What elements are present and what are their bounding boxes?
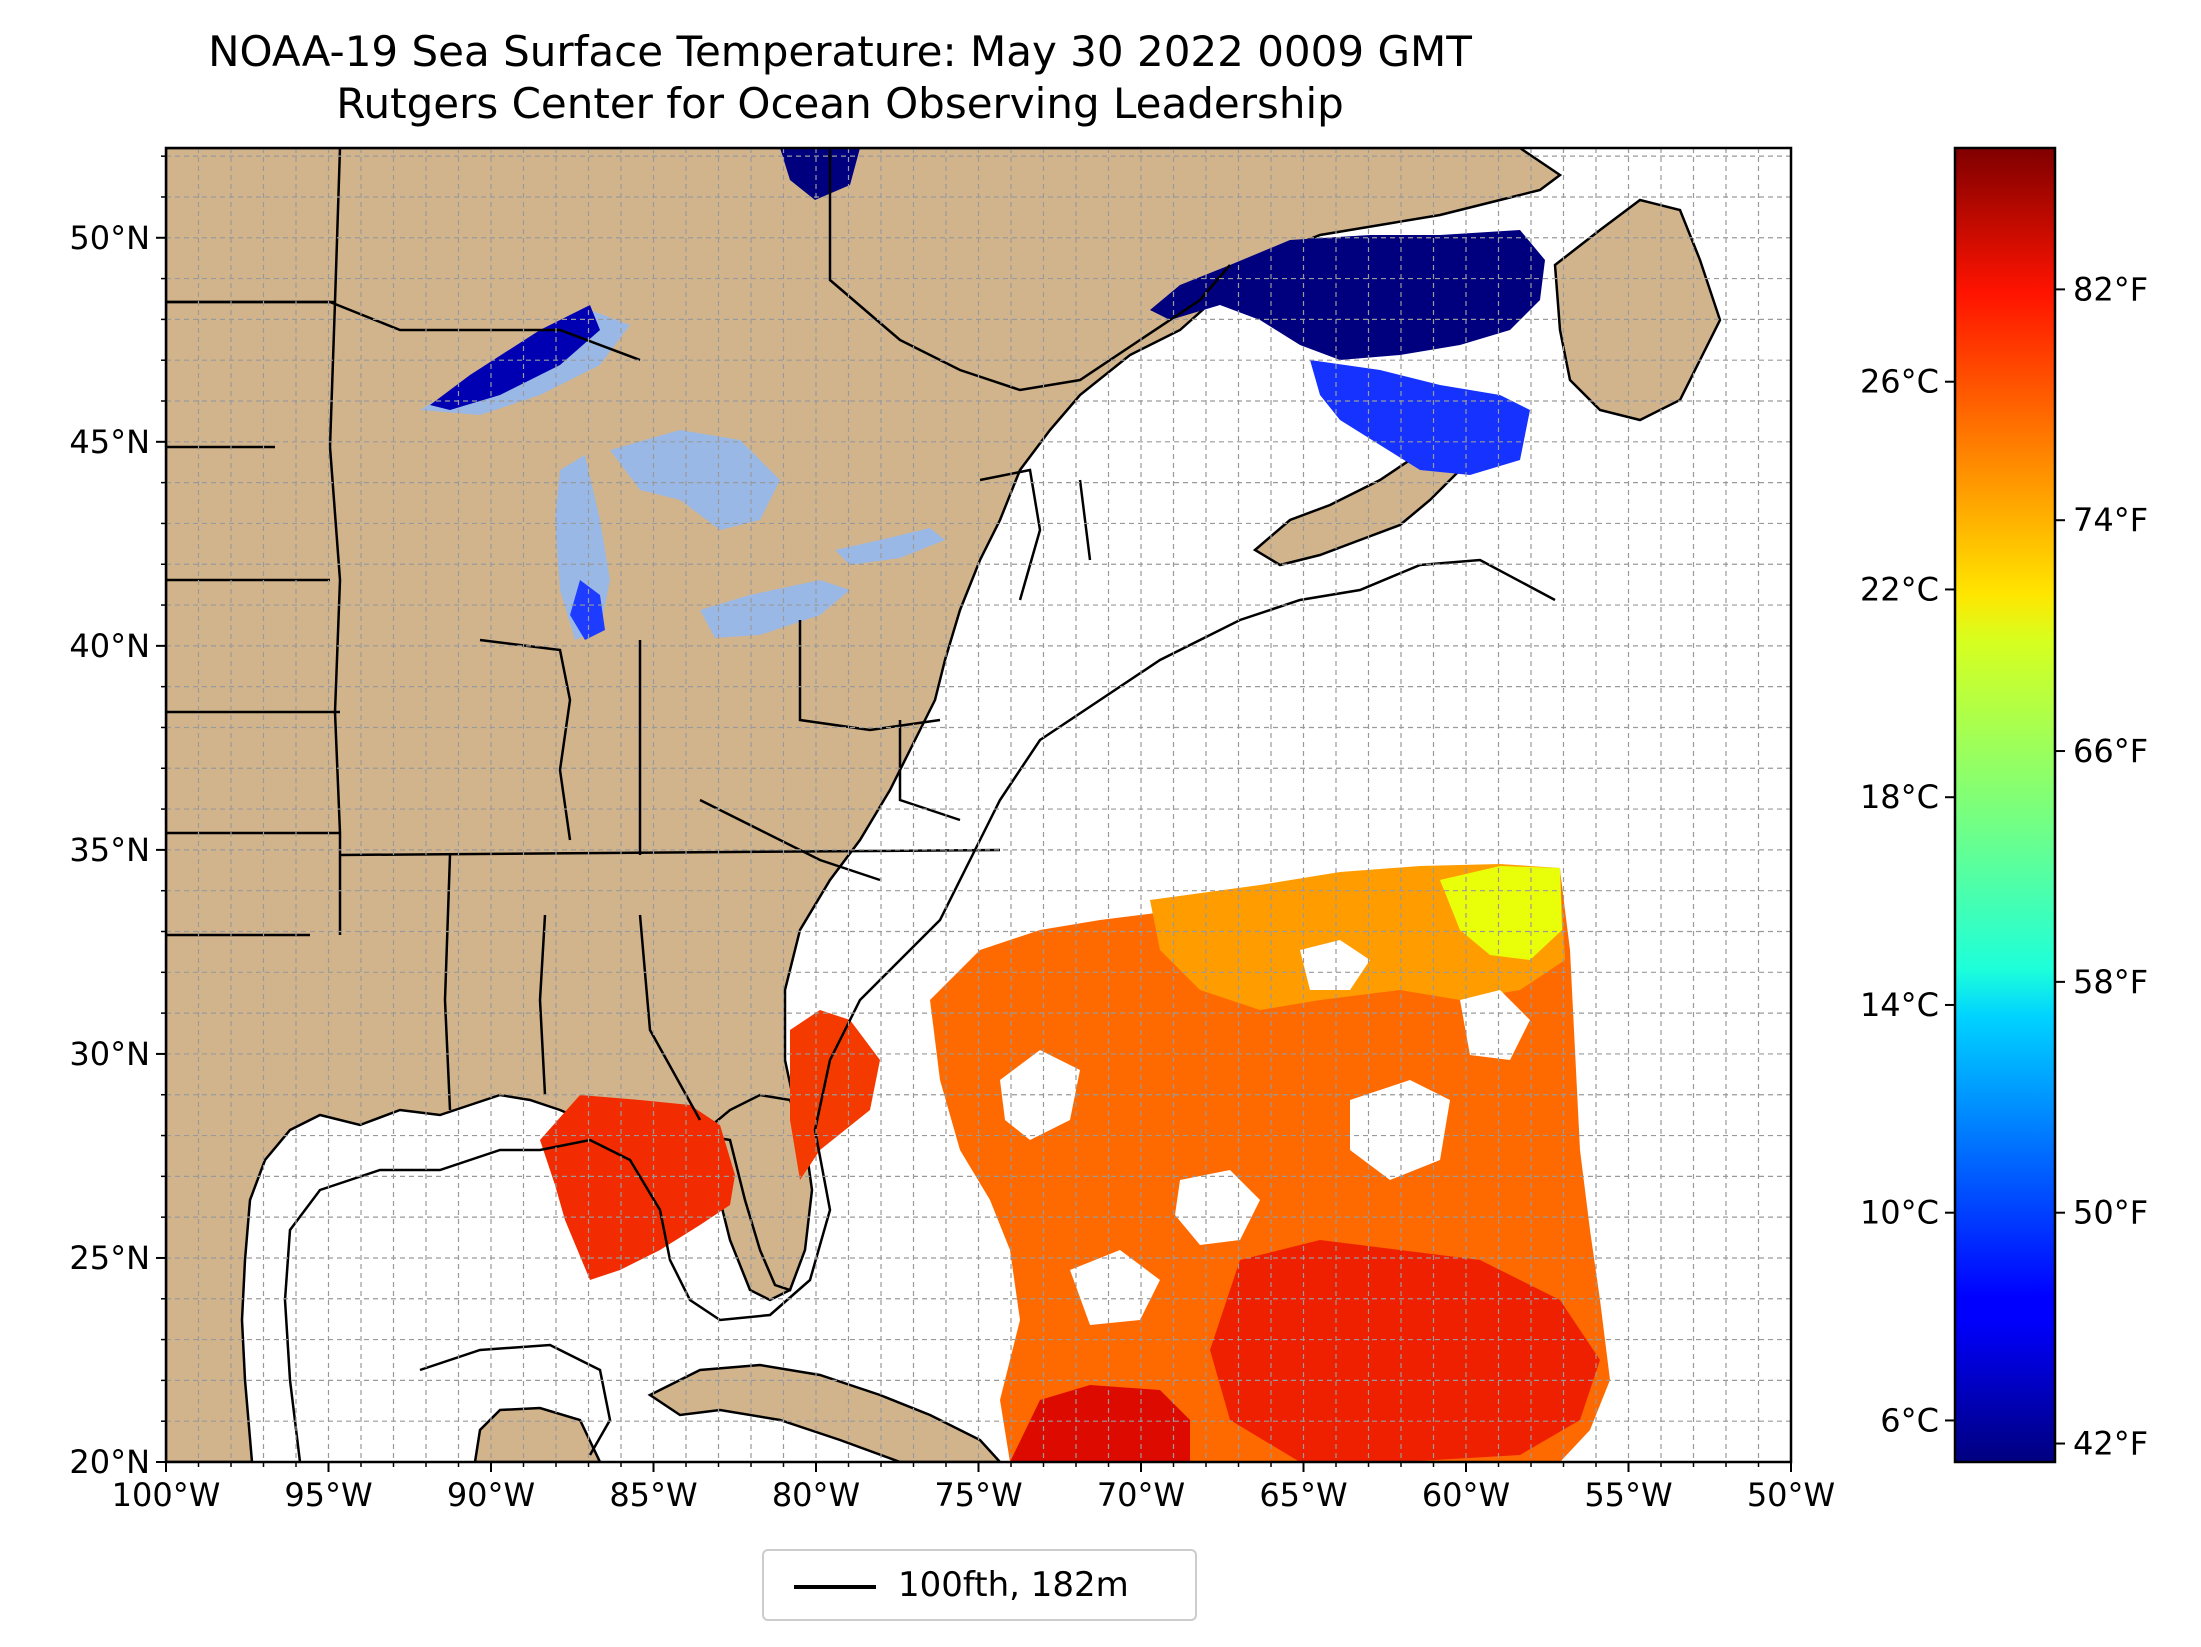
- lon-tick-label: 60°W: [1422, 1476, 1510, 1514]
- celsius-tick-label: 14°C: [1860, 986, 1939, 1024]
- lat-tick-label: 35°N: [69, 831, 150, 869]
- legend-label: 100fth, 182m: [898, 1565, 1129, 1605]
- lat-tick-label: 20°N: [69, 1443, 150, 1481]
- colorbar-fahrenheit-ticks: 82°F 74°F 66°F 58°F 50°F 42°F: [2055, 270, 2148, 1463]
- lon-tick-label: 85°W: [609, 1476, 697, 1514]
- colorbar: 26°C 22°C 18°C 14°C 10°C 6°C 82°F 74°F 66°F 58°F…: [1860, 146, 2148, 1464]
- longitude-axis: 100°W 95°W 90°W 85°W 80°W 75°W 70°W 65°W 60°W 55°…: [112, 1462, 1835, 1514]
- fahrenheit-tick-label: 58°F: [2073, 963, 2148, 1001]
- map-panel: [166, 148, 1791, 1462]
- lon-tick-label: 55°W: [1584, 1476, 1672, 1514]
- fahrenheit-tick-label: 82°F: [2073, 270, 2148, 308]
- sst-caribbean-hot: [1010, 1385, 1190, 1462]
- lat-tick-label: 45°N: [69, 423, 150, 461]
- celsius-tick-label: 26°C: [1860, 363, 1939, 401]
- lon-tick-label: 70°W: [1097, 1476, 1185, 1514]
- lat-tick-label: 40°N: [69, 627, 150, 665]
- bathymetry-contour-100fth: [283, 558, 1556, 1462]
- lat-tick-label: 50°N: [69, 219, 150, 257]
- lat-tick-label: 30°N: [69, 1035, 150, 1073]
- sst-south-hot: [1210, 1240, 1600, 1462]
- celsius-tick-label: 18°C: [1860, 778, 1939, 816]
- celsius-tick-label: 22°C: [1860, 570, 1939, 608]
- lon-tick-label: 50°W: [1747, 1476, 1835, 1514]
- legend-line-swatch: [794, 1585, 876, 1589]
- fahrenheit-tick-label: 66°F: [2073, 732, 2148, 770]
- colorbar-gradient: [1953, 146, 2057, 1464]
- lon-tick-label: 95°W: [284, 1476, 372, 1514]
- land-cuba: [647, 1363, 1002, 1462]
- lon-tick-label: 65°W: [1259, 1476, 1347, 1514]
- colorbar-celsius-ticks: 26°C 22°C 18°C 14°C 10°C 6°C: [1860, 363, 1955, 1439]
- celsius-tick-label: 6°C: [1880, 1401, 1939, 1439]
- land-yucatan: [473, 1406, 602, 1462]
- bathymetry-contour-gom-loop: [419, 1343, 612, 1456]
- celsius-tick-label: 10°C: [1860, 1194, 1939, 1232]
- chart-title: NOAA-19 Sea Surface Temperature: May 30 …: [0, 26, 1680, 130]
- lon-tick-label: 75°W: [934, 1476, 1022, 1514]
- state-borders: [166, 148, 1231, 1121]
- fahrenheit-tick-label: 74°F: [2073, 501, 2148, 539]
- title-line-1: NOAA-19 Sea Surface Temperature: May 30 …: [208, 27, 1472, 76]
- title-line-2: Rutgers Center for Ocean Observing Leade…: [336, 79, 1344, 128]
- lon-tick-label: 100°W: [112, 1476, 221, 1514]
- lon-tick-label: 80°W: [772, 1476, 860, 1514]
- map-gridlines: [166, 148, 1791, 1462]
- legend: 100fth, 182m: [762, 1549, 1197, 1621]
- latitude-axis: 20°N 25°N 30°N 35°N 40°N 45°N 50°N: [69, 155, 166, 1481]
- fahrenheit-tick-label: 50°F: [2073, 1194, 2148, 1232]
- lat-tick-label: 25°N: [69, 1239, 150, 1277]
- lon-tick-label: 90°W: [447, 1476, 535, 1514]
- fahrenheit-tick-label: 42°F: [2073, 1425, 2148, 1463]
